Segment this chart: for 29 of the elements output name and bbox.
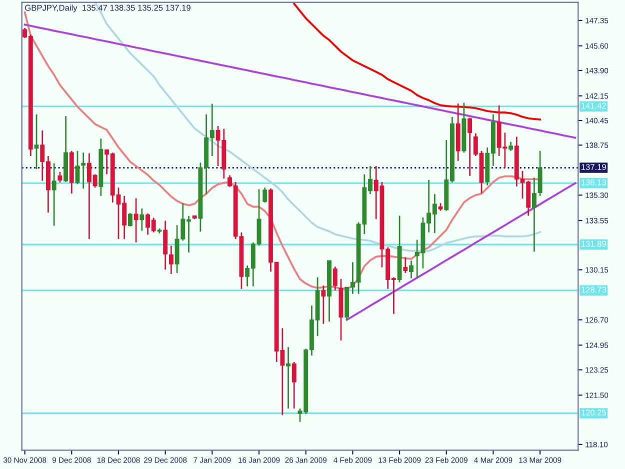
candlestick [163,220,168,270]
ref-line-label: 120.25 [582,410,606,416]
candlestick [81,152,86,190]
chart-title: GBPJPY,Daily 135.47 138.35 135.25 137.19 [25,4,190,12]
candlestick [468,117,472,177]
ref-line-label: 137.19 [582,164,606,170]
candlestick [321,284,326,325]
candlestick [134,197,138,244]
line-series [346,182,576,321]
line-series [24,24,576,139]
ref-line-label: 141.42 [582,102,606,109]
candlestick [140,208,144,232]
candlestick [332,266,338,292]
candlestick [292,361,296,410]
candlestick [286,346,291,410]
candlestick [58,171,62,184]
candlestick [75,150,80,185]
candlestick [403,256,408,274]
ref-line-label: 128.73 [582,286,606,293]
ref-line-label: 136.13 [582,179,606,186]
candlestick [262,186,268,204]
candlestick [128,212,132,228]
candlestick [34,114,39,170]
candlestick [409,260,414,280]
candlestick [52,162,56,226]
candlestick [532,176,536,252]
ref-line-label: 131.89 [582,240,606,247]
candlestick [168,245,174,275]
line-series [293,2,542,120]
